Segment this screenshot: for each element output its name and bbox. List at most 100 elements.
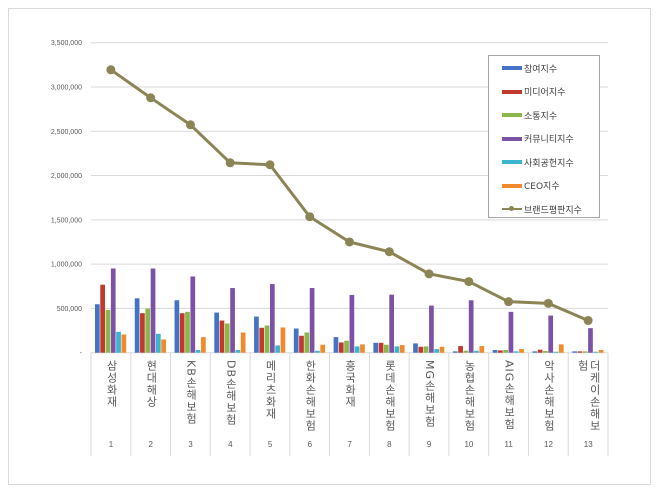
bar-4-4: [230, 288, 235, 353]
bar-3-11: [503, 350, 508, 353]
rank-label: 9: [426, 440, 432, 449]
bar-5-4: [235, 350, 241, 353]
bar-6-3: [201, 337, 206, 353]
legend-item: 커뮤니티지수: [502, 132, 574, 146]
brand-index-point-12: [543, 298, 553, 308]
category-label: 메리츠화재: [250, 360, 290, 440]
bar-6-5: [280, 327, 286, 353]
bar-2-4: [219, 320, 225, 353]
bar-6-1: [121, 334, 127, 353]
bar-2-7: [338, 342, 344, 353]
y-tick-label: 2,000,000: [51, 173, 82, 180]
bar-2-1: [100, 284, 105, 353]
bar-3-5: [264, 325, 270, 353]
category-label: MG손해보험: [409, 360, 449, 440]
bar-4-5: [269, 284, 275, 353]
bar-1-13: [572, 351, 577, 353]
legend-item: 브랜드평판지수: [502, 202, 582, 216]
category-label: 악사손해보험: [528, 360, 568, 440]
bar-1-12: [532, 351, 538, 353]
bar-3-10: [463, 350, 469, 353]
category-label: AIG손해보험: [489, 360, 529, 440]
bar-5-3: [195, 350, 201, 353]
brand-index-point-11: [504, 297, 514, 307]
bar-1-1: [95, 304, 100, 353]
bar-2-9: [418, 346, 424, 353]
bar-4-12: [548, 315, 554, 353]
legend-swatch: [502, 113, 522, 117]
bar-2-5: [259, 327, 265, 353]
legend: 참여지수 미디어지수 소통지수 커뮤니티지수 사회공헌지수 CEO지수 브랜드평판지수: [488, 55, 600, 218]
bar-1-5: [254, 316, 259, 353]
bar-1-4: [214, 312, 220, 353]
bar-6-7: [360, 344, 365, 353]
brand-index-point-2: [146, 93, 156, 103]
bar-6-10: [479, 346, 485, 353]
category-label-text: AIG손해보험: [502, 360, 516, 431]
rank-label: 6: [307, 440, 313, 449]
legend-label: 미디어지수: [524, 88, 566, 98]
rank-label: 8: [387, 440, 392, 449]
category-label-text: 더케이손해보험: [576, 360, 602, 432]
category-label: 더케이손해보험: [568, 360, 608, 440]
category-label-text: DB손해보험: [224, 360, 238, 427]
bar-4-1: [110, 268, 116, 353]
rank-label: 3: [188, 440, 193, 449]
brand-index-point-5: [265, 160, 275, 170]
bar-5-1: [116, 331, 121, 353]
y-tick-label: 3,000,000: [51, 84, 82, 91]
bar-2-8: [378, 342, 384, 353]
bar-4-8: [389, 294, 394, 353]
bar-2-3: [179, 313, 185, 353]
bar-4-3: [190, 276, 196, 353]
bar-2-10: [458, 346, 463, 353]
category-label-text: 한화손해보험: [303, 360, 317, 432]
legend-label: 커뮤니티지수: [524, 135, 574, 145]
category-label-text: 농협손해보험: [462, 360, 476, 432]
rank-label: 2: [148, 440, 153, 449]
brand-index-point-4: [225, 158, 235, 168]
bar-4-2: [150, 268, 156, 353]
bar-2-2: [140, 313, 145, 353]
category-label: 농협손해보험: [449, 360, 489, 440]
bar-4-13: [588, 328, 593, 353]
y-tick-label: 2,500,000: [51, 129, 82, 136]
legend-swatch: [502, 66, 522, 70]
bar-1-10: [452, 351, 458, 353]
legend-swatch: [502, 89, 522, 94]
bar-3-1: [105, 309, 111, 353]
legend-item: 미디어지수: [502, 85, 565, 99]
bar-6-8: [399, 345, 405, 353]
bar-6-13: [598, 350, 604, 353]
bar-4-6: [309, 288, 315, 353]
rank-label: 11: [504, 440, 513, 449]
bar-3-12: [543, 351, 548, 353]
bar-4-10: [468, 300, 474, 353]
bar-3-7: [344, 340, 349, 353]
legend-item: 사회공헌지수: [502, 155, 574, 169]
brand-index-point-10: [464, 277, 474, 287]
category-label-text: 메리츠화재: [264, 360, 278, 420]
bar-6-4: [240, 332, 246, 353]
bar-5-12: [553, 351, 559, 353]
bar-5-13: [593, 351, 599, 353]
brand-index-point-7: [345, 237, 354, 247]
bar-1-2: [134, 298, 140, 353]
bar-5-2: [155, 333, 161, 353]
bar-5-7: [354, 346, 360, 353]
bar-4-9: [429, 305, 434, 353]
category-label-text: 악사손해보험: [542, 360, 556, 432]
bar-5-11: [513, 351, 519, 353]
brand-index-point-1: [106, 65, 116, 75]
bar-5-10: [474, 350, 479, 353]
rank-label: 5: [267, 440, 273, 449]
bar-3-3: [185, 311, 190, 353]
legend-swatch: [502, 183, 522, 188]
bar-3-9: [423, 346, 429, 353]
brand-index-point-6: [305, 212, 315, 222]
bar-4-7: [349, 294, 355, 353]
legend-label: 소통지수: [524, 111, 558, 122]
bar-6-6: [320, 344, 326, 353]
bar-3-13: [582, 351, 588, 353]
bar-2-13: [577, 351, 583, 353]
